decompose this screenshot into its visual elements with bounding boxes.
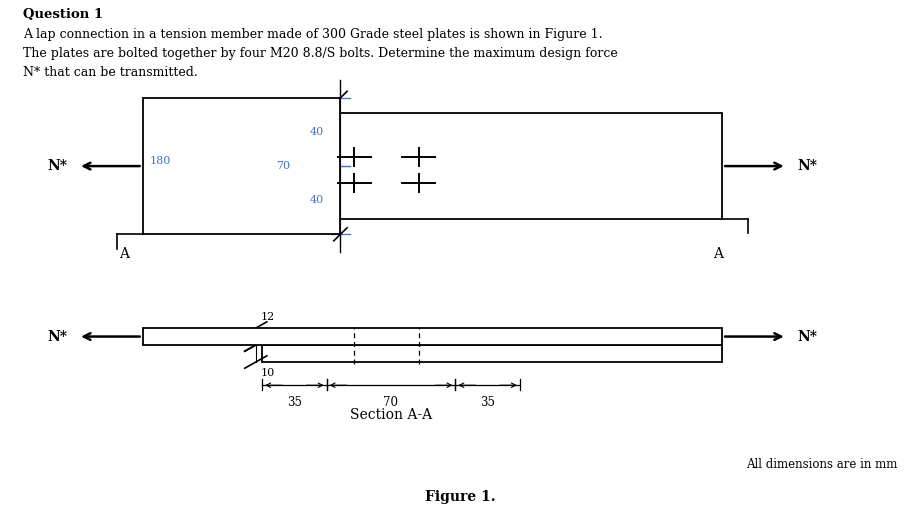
Text: 70: 70 <box>383 396 398 408</box>
Text: 35: 35 <box>287 396 301 408</box>
Text: N*: N* <box>47 159 67 173</box>
Bar <box>142 328 721 345</box>
Text: N*: N* <box>47 330 67 344</box>
Bar <box>262 113 721 219</box>
Text: 70: 70 <box>276 161 289 171</box>
Text: 10: 10 <box>260 368 274 378</box>
Text: Section A-A: Section A-A <box>349 408 432 422</box>
Bar <box>262 345 721 362</box>
Text: Question 1: Question 1 <box>23 8 103 21</box>
Text: N*: N* <box>797 330 817 344</box>
Bar <box>142 98 340 234</box>
Text: A lap connection in a tension member made of 300 Grade steel plates is shown in : A lap connection in a tension member mad… <box>23 28 617 79</box>
Text: All dimensions are in mm: All dimensions are in mm <box>744 458 896 471</box>
Text: A: A <box>712 247 721 261</box>
Text: 12: 12 <box>260 312 274 322</box>
Text: A: A <box>119 247 129 261</box>
Text: Figure 1.: Figure 1. <box>425 490 494 504</box>
Text: 180: 180 <box>150 156 171 166</box>
Text: 35: 35 <box>480 396 494 408</box>
Text: 40: 40 <box>310 127 323 137</box>
Text: N*: N* <box>797 159 817 173</box>
Text: 40: 40 <box>310 195 323 205</box>
